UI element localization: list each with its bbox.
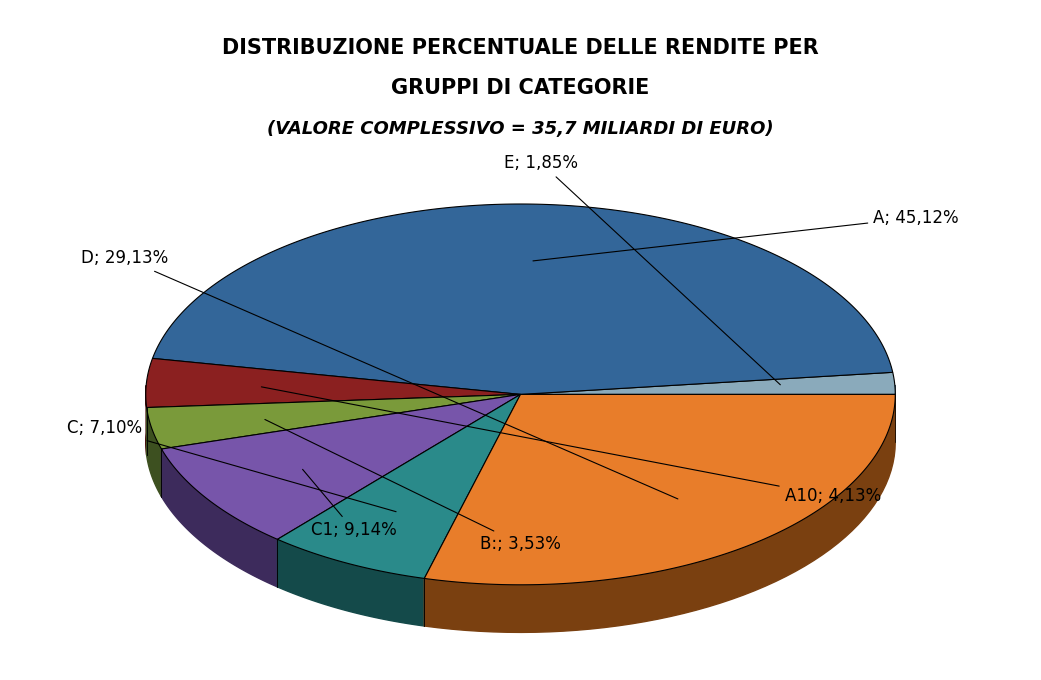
PathPatch shape [153, 204, 893, 394]
Polygon shape [161, 449, 278, 587]
PathPatch shape [425, 394, 895, 585]
Text: B:; 3,53%: B:; 3,53% [264, 420, 561, 553]
Text: GRUPPI DI CATEGORIE: GRUPPI DI CATEGORIE [391, 78, 650, 99]
Text: C; 7,10%: C; 7,10% [67, 420, 396, 512]
Polygon shape [278, 539, 425, 626]
Polygon shape [425, 394, 895, 632]
Polygon shape [147, 407, 161, 496]
Text: E; 1,85%: E; 1,85% [504, 154, 781, 385]
Text: DISTRIBUZIONE PERCENTUALE DELLE RENDITE PER: DISTRIBUZIONE PERCENTUALE DELLE RENDITE … [222, 37, 819, 58]
PathPatch shape [146, 358, 520, 407]
PathPatch shape [161, 394, 520, 539]
PathPatch shape [520, 373, 895, 394]
PathPatch shape [278, 394, 520, 579]
Text: D; 29,13%: D; 29,13% [81, 250, 678, 499]
Text: A10; 4,13%: A10; 4,13% [261, 387, 881, 505]
Text: C1; 9,14%: C1; 9,14% [303, 469, 397, 539]
Text: (VALORE COMPLESSIVO = 35,7 MILIARDI DI EURO): (VALORE COMPLESSIVO = 35,7 MILIARDI DI E… [268, 120, 773, 138]
PathPatch shape [147, 394, 520, 449]
Text: A; 45,12%: A; 45,12% [533, 209, 959, 261]
